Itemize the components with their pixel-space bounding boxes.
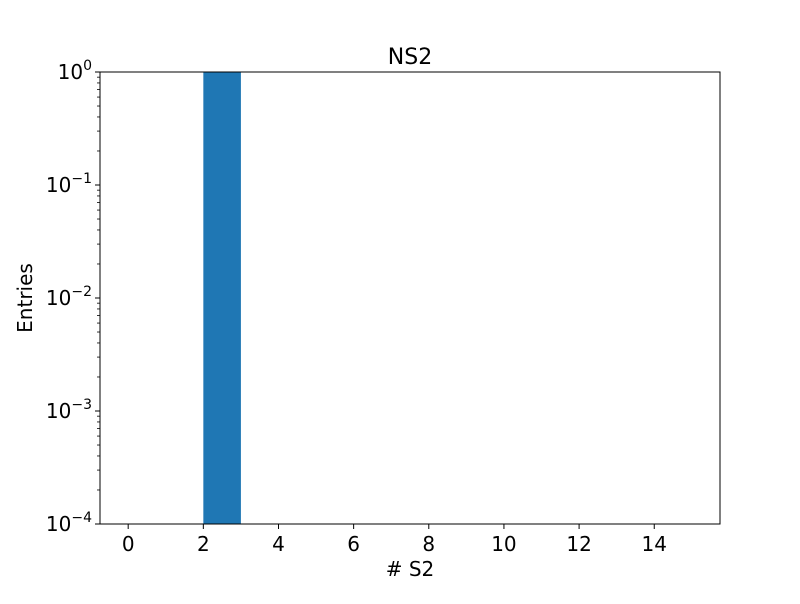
chart-title: NS2: [388, 45, 432, 70]
bars-layer: [203, 72, 241, 524]
x-tick-label: 10: [491, 532, 516, 556]
x-tick-label: 8: [422, 532, 435, 556]
y-axis-ticks: 100 10−1 10−2 10−3 10−4: [46, 58, 100, 536]
y-tick-label: 10−4: [46, 510, 92, 536]
x-axis-label: # S2: [386, 557, 435, 581]
histogram-bar: [203, 72, 241, 524]
x-tick-label: 14: [642, 532, 667, 556]
y-axis-label: Entries: [13, 263, 37, 333]
y-tick-label: 10−3: [46, 397, 92, 423]
x-tick-label: 6: [347, 532, 360, 556]
x-tick-label: 0: [122, 532, 135, 556]
plot-frame: [99, 71, 721, 525]
x-tick-label: 4: [272, 532, 285, 556]
x-tick-label: 12: [566, 532, 591, 556]
y-tick-label: 100: [58, 58, 92, 84]
y-tick-label: 10−2: [46, 284, 92, 310]
y-tick-label: 10−1: [46, 171, 92, 197]
x-tick-label: 2: [197, 532, 210, 556]
x-axis-ticks: 0 2 4 6 8 10 12 14: [122, 524, 667, 556]
